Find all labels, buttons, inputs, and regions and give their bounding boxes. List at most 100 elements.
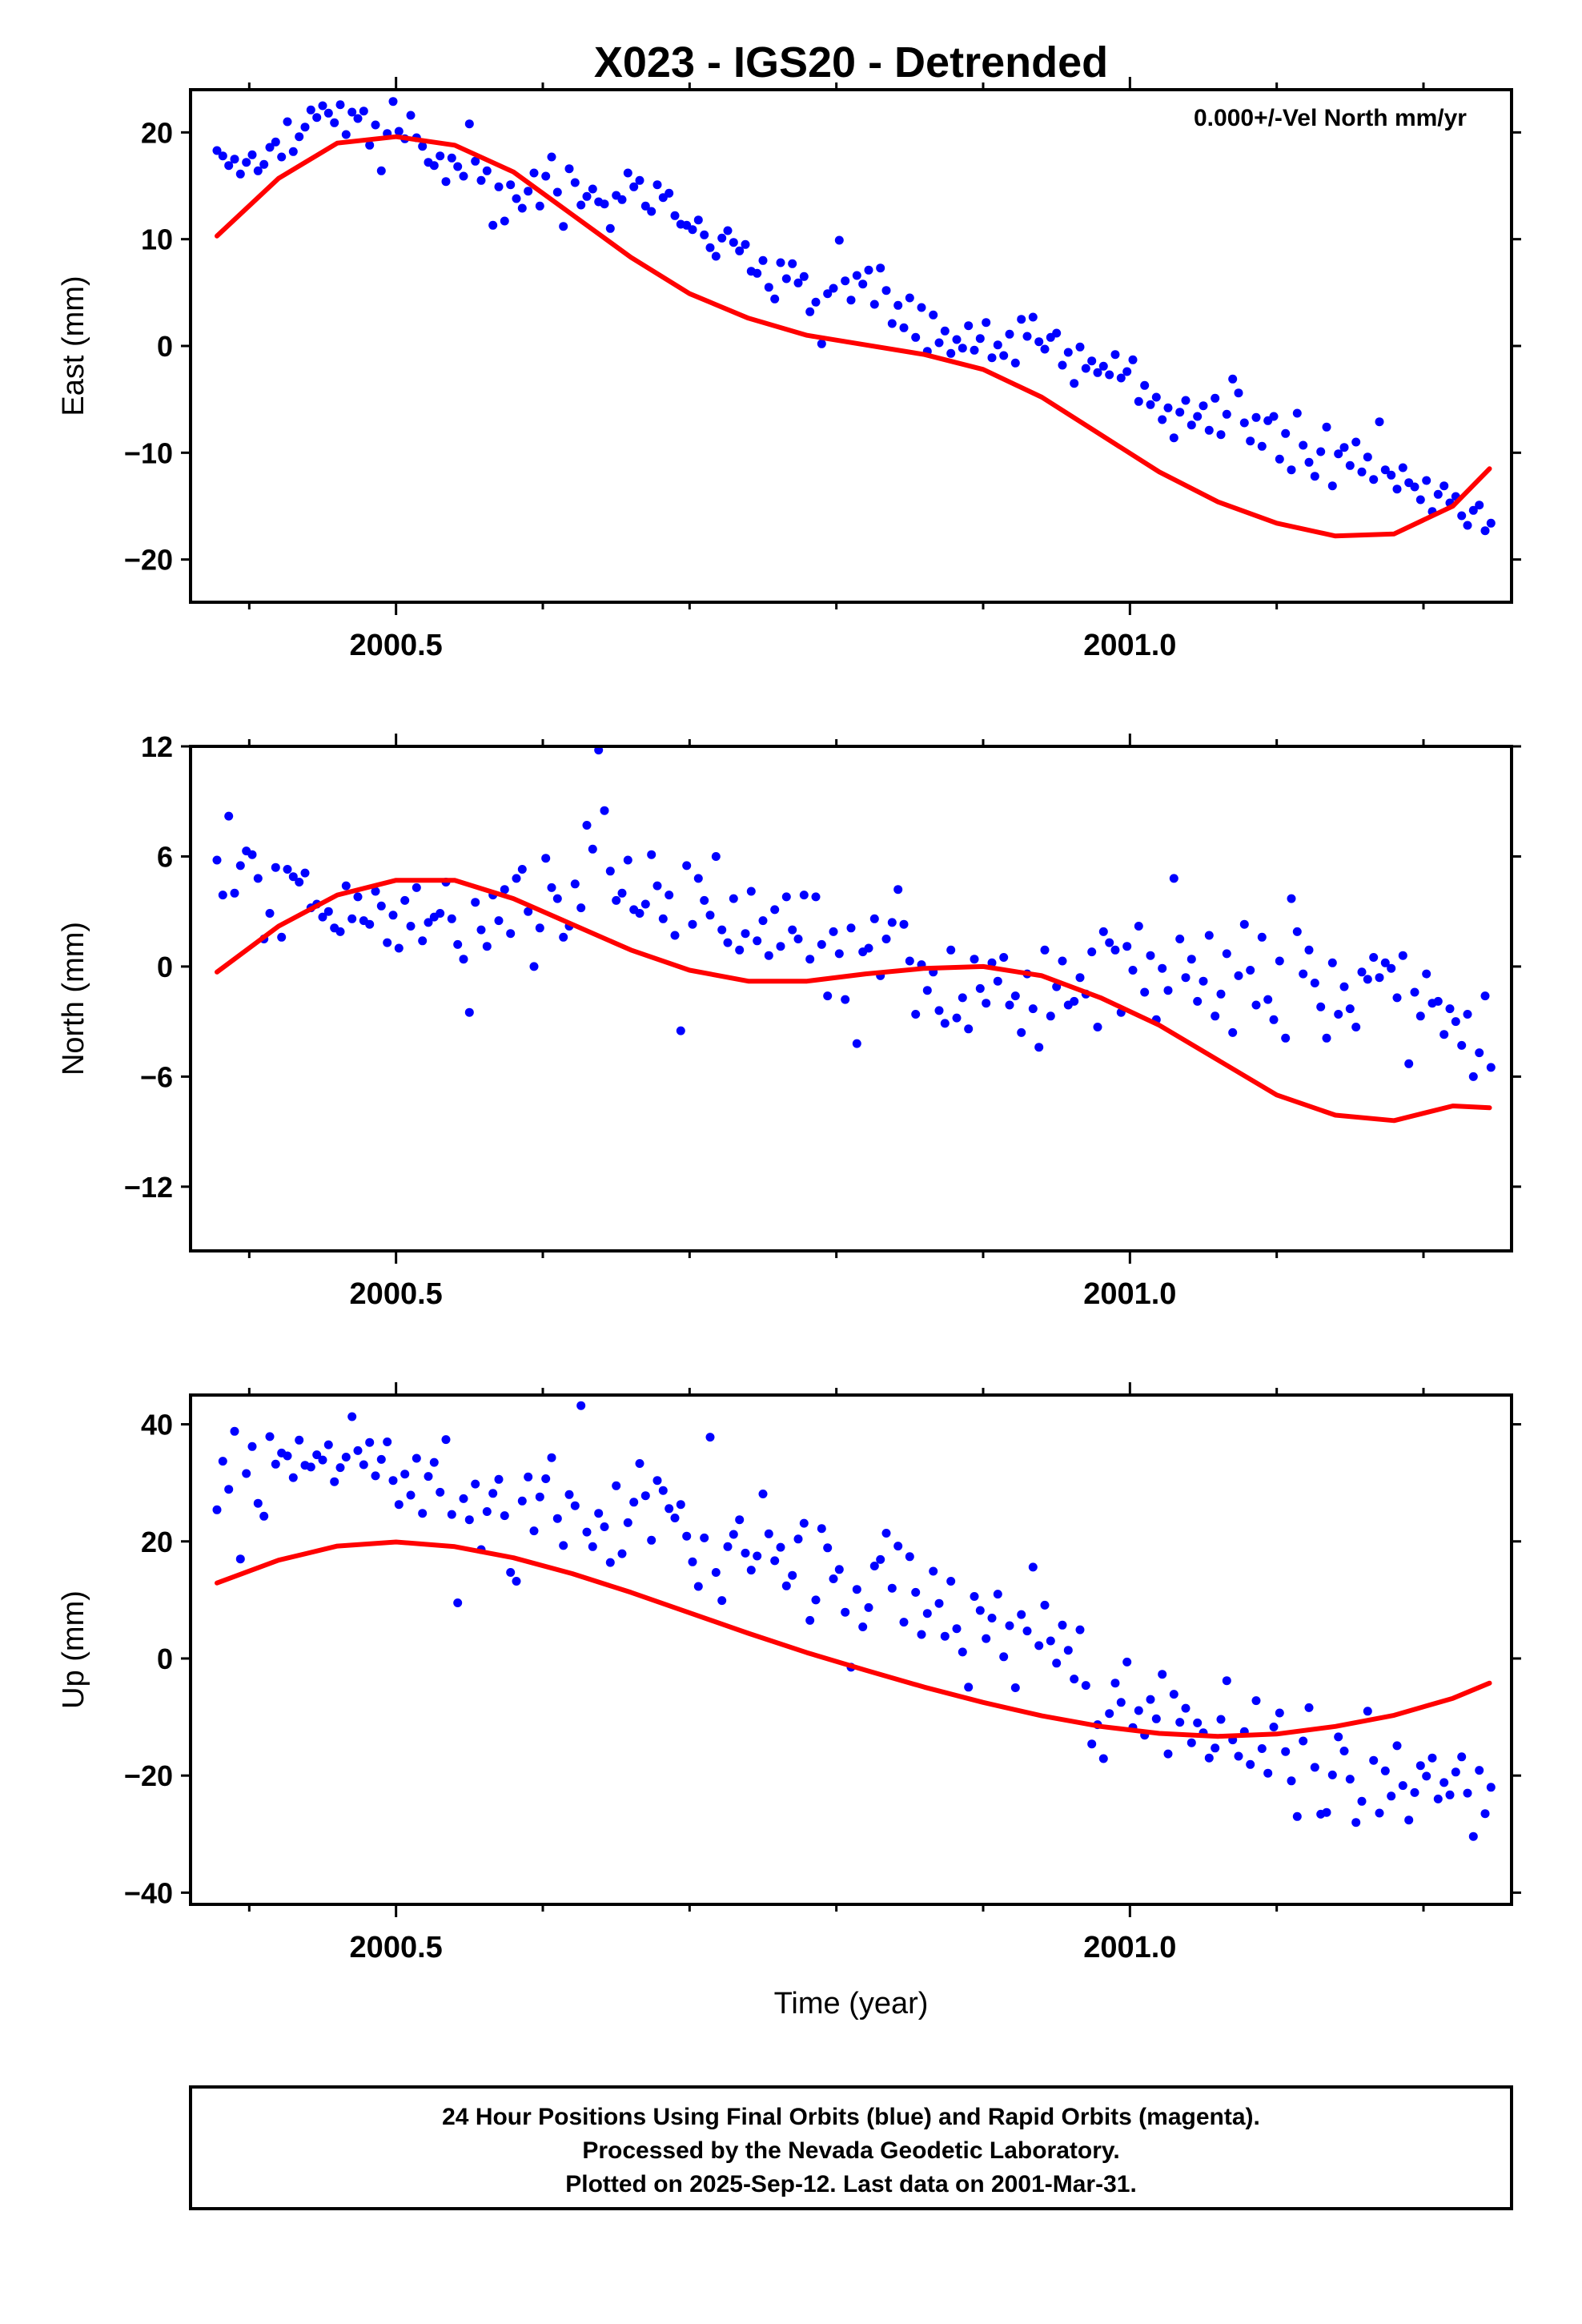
east-point [506,180,516,190]
east-ylabel: East (mm) [57,275,90,416]
east-point [512,194,521,203]
up-point [288,1473,298,1482]
up-point [388,1476,398,1486]
up-point [1345,1775,1355,1784]
north-point [612,895,621,905]
north-point [1392,993,1402,1003]
up-point [1398,1781,1407,1791]
east-point [600,199,609,209]
east-point [1186,420,1196,430]
east-point [717,233,727,243]
up-point [271,1459,280,1469]
up-point [265,1432,275,1441]
up-point [359,1460,368,1470]
north-point [705,911,715,920]
east-point [1116,373,1126,383]
up-point [770,1556,780,1566]
up-point [441,1435,451,1445]
north-point [212,855,222,865]
north-point [1122,942,1132,951]
up-point [1005,1621,1014,1630]
east-point [441,177,451,187]
east-point [265,143,275,152]
north-point [958,993,967,1003]
up-point [412,1454,421,1463]
north-point [970,955,979,964]
east-point [1034,337,1044,347]
north-point [541,854,551,863]
north-point [371,887,380,896]
north-point [640,899,650,909]
up-ytick-label: 20 [141,1526,173,1558]
east-point [741,239,750,249]
north-point [529,962,539,971]
up-point [1075,1625,1085,1634]
up-point [834,1565,844,1574]
north-point [1357,967,1367,977]
north-point [834,949,844,959]
east-point [700,230,709,239]
up-point [1251,1696,1261,1706]
up-point [517,1496,527,1506]
north-point [1451,1017,1460,1027]
north-point [406,922,416,931]
east-ytick-label: −10 [124,436,173,469]
up-point [1081,1681,1090,1691]
up-point [406,1490,416,1500]
north-ylabel: North (mm) [57,922,90,1076]
east-xtick-label: 2001.0 [1083,629,1176,662]
up-point [1415,1761,1425,1771]
east-point [970,345,979,355]
north-point [1158,963,1167,973]
up-point [1269,1723,1279,1731]
up-point [1017,1610,1026,1619]
east-point [729,238,738,247]
up-point [353,1445,363,1455]
north-point [471,898,480,907]
up-point [1480,1809,1490,1819]
east-point [547,152,556,162]
north-point [559,932,568,942]
east-point [500,216,509,226]
up-point [717,1596,727,1606]
north-point [482,942,492,951]
up-frame [189,1393,1513,1906]
up-point [1327,1770,1337,1779]
up-point [1339,1747,1349,1755]
up-point [347,1412,357,1421]
up-point [1363,1707,1372,1716]
up-point [753,1551,762,1561]
up-point [1098,1754,1108,1763]
north-point [300,868,310,878]
up-point [1052,1659,1062,1668]
east-point [917,303,926,312]
up-point [1116,1698,1126,1707]
north-point [922,986,932,995]
east-point [253,166,263,175]
north-point [436,909,445,918]
east-point [1163,403,1173,412]
east-point [999,351,1009,360]
north-point [1480,991,1490,1001]
up-point [1204,1753,1214,1763]
east-ytick-label: 0 [157,330,173,363]
north-point [347,914,357,923]
north-point [1034,1043,1044,1052]
north-point [1404,1059,1414,1068]
north-point [952,1013,962,1023]
north-point [1128,966,1138,975]
up-point [524,1472,533,1482]
north-point [700,895,709,905]
up-point [471,1479,480,1489]
up-point [629,1498,639,1507]
east-point [1169,433,1178,443]
north-point [753,936,762,946]
up-point [464,1515,474,1525]
up-point [829,1574,838,1583]
north-point [1263,995,1273,1004]
east-point [582,191,592,201]
up-point [547,1453,556,1462]
east-point [1380,465,1390,475]
north-point [1463,1010,1472,1019]
east-point [312,113,322,123]
